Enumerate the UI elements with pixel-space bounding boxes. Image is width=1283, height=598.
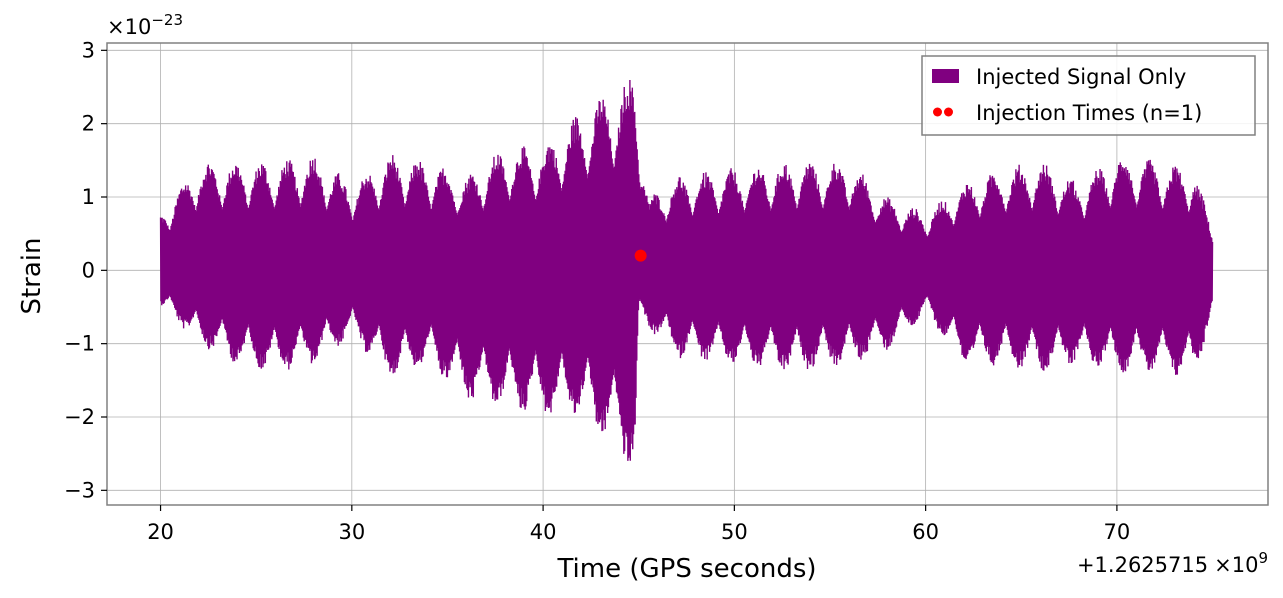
legend-marker-injection-times <box>944 107 953 117</box>
y-tick-label: −2 <box>64 405 95 429</box>
ticks: 20 30 40 50 60 70 −3 −2 −1 0 1 2 3 <box>64 38 1130 544</box>
y-tick-label: 0 <box>82 258 95 282</box>
y-tick-label: 3 <box>82 38 95 62</box>
x-tick-label: 70 <box>1104 520 1131 544</box>
x-tick-label: 20 <box>147 520 174 544</box>
legend-label-injected-signal: Injected Signal Only <box>976 65 1186 89</box>
y-tick-label: 2 <box>82 112 95 136</box>
plot-area <box>159 79 1214 461</box>
injection-markers <box>634 249 647 262</box>
y-tick-label: 1 <box>82 185 95 209</box>
x-tick-label: 30 <box>338 520 365 544</box>
injection-marker <box>634 249 647 262</box>
axes-frame <box>106 42 1269 506</box>
legend-box <box>921 55 1256 136</box>
legend: Injected Signal Only Injection Times (n=… <box>921 55 1256 136</box>
x-tick-label: 50 <box>721 520 748 544</box>
legend-label-injection-times: Injection Times (n=1) <box>976 101 1202 125</box>
y-tick-label: −3 <box>64 478 95 502</box>
x-offset: +1.2625715 ×109 <box>1077 549 1268 577</box>
signal-series-line <box>159 79 1214 461</box>
x-tick-label: 60 <box>912 520 939 544</box>
x-axis-label: Time (GPS seconds) <box>556 554 816 584</box>
legend-marker-injection-times <box>933 107 942 117</box>
x-tick-label: 40 <box>530 520 557 544</box>
legend-swatch-injected-signal <box>932 69 959 83</box>
y-multiplier: ×10−23 <box>107 11 183 39</box>
y-axis-label: Strain <box>17 237 47 314</box>
y-tick-label: −1 <box>64 332 95 356</box>
